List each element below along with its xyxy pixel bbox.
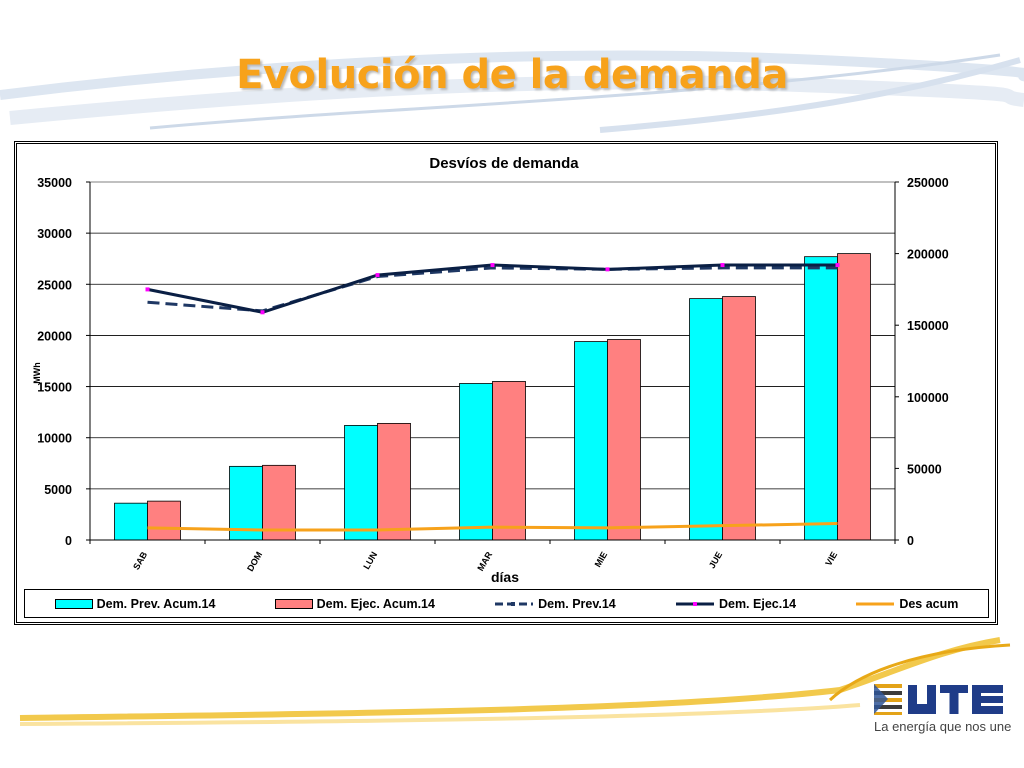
y-tick-label: 0 <box>65 534 72 548</box>
series-marker <box>145 287 150 292</box>
series-marker <box>260 310 265 315</box>
decorative-swoosh-bottom <box>19 637 1011 726</box>
legend-label: Dem. Prev. Acum.14 <box>96 596 216 611</box>
legend-swatch-cyan <box>54 598 93 609</box>
logo-tagline: La energía que nos une <box>874 719 1012 734</box>
bar-dem-ejec-acum <box>377 422 411 541</box>
bar-dem-ejec-acum <box>837 253 871 541</box>
legend-swatch-solid-line <box>675 601 714 606</box>
legend-swatch-salmon <box>274 598 313 609</box>
x-axis-label: días <box>491 569 519 585</box>
legend-label: Dem. Ejec.14 <box>718 596 797 611</box>
y-tick-label: 15000 <box>37 381 72 395</box>
legend-item-dem-prev-acum: Dem. Prev. Acum.14 <box>54 596 216 611</box>
y2-tick-label: 150000 <box>907 319 949 333</box>
legend-label: Dem. Prev.14 <box>538 596 616 611</box>
y2-tick-label: 200000 <box>907 248 949 262</box>
y2-tick-label: 50000 <box>907 462 942 476</box>
series-lines <box>145 263 840 532</box>
y-tick-label: 20000 <box>37 329 72 343</box>
bar-dem-ejec-acum <box>607 339 641 541</box>
bar-dem-ejec-acum <box>492 381 526 541</box>
series-marker <box>720 263 725 268</box>
bars <box>114 253 871 541</box>
legend-item-des-acum: Des acum <box>855 597 958 611</box>
y2-tick-label: 250000 <box>907 176 949 190</box>
legend-label: Des acum <box>899 596 959 611</box>
legend-item-dem-prev: Dem. Prev.14 <box>494 597 616 611</box>
x-tick-label: SAB <box>131 550 149 572</box>
bar-dem-prev-acum <box>574 341 608 541</box>
series-line <box>147 522 838 532</box>
bar-dem-prev-acum <box>459 383 493 541</box>
y-axis-label: MWh <box>32 362 42 384</box>
ute-logo-letters <box>908 685 1003 714</box>
x-tick-label: JUE <box>707 550 724 570</box>
y-tick-label: 5000 <box>44 483 72 497</box>
ute-logo <box>874 684 1003 715</box>
ute-logo-mark <box>874 684 902 715</box>
y2-tick-label: 0 <box>907 534 914 548</box>
series-marker <box>490 263 495 268</box>
bar-dem-ejec-acum <box>722 296 756 541</box>
legend-swatch-dashed-line <box>495 601 534 606</box>
bar-dem-prev-acum <box>804 256 838 541</box>
decorative-swoosh-top <box>0 50 1024 133</box>
legend-item-dem-ejec: Dem. Ejec.14 <box>675 597 796 611</box>
bar-dem-ejec-acum <box>147 500 181 541</box>
series-marker <box>835 263 840 268</box>
chart-legend: Dem. Prev. Acum.14 Dem. Ejec. Acum.14 De… <box>24 589 989 618</box>
bar-dem-prev-acum <box>689 298 723 541</box>
slide-title: Evolución de la demanda <box>236 52 788 98</box>
series-marker <box>605 267 610 272</box>
x-tick-label: MIE <box>593 550 610 569</box>
bar-dem-ejec-acum <box>262 464 296 541</box>
y-axis-right: 0 50000 100000 150000 200000 250000 <box>894 176 949 548</box>
y2-tick-label: 100000 <box>907 391 949 405</box>
x-tick-label: DOM <box>245 550 264 573</box>
x-tick-label: VIE <box>823 550 839 568</box>
bar-dem-prev-acum <box>114 502 148 541</box>
chart: Desvíos de demanda 0 5000 10000 15000 20000 2… <box>32 155 949 585</box>
y-tick-label: 25000 <box>37 278 72 292</box>
y-axis-left: 0 5000 10000 15000 20000 25000 30000 35000 <box>37 176 91 548</box>
y-tick-label: 35000 <box>37 176 72 190</box>
legend-item-dem-ejec-acum: Dem. Ejec. Acum.14 <box>274 596 435 611</box>
y-tick-label: 10000 <box>37 432 72 446</box>
series-marker <box>375 273 380 278</box>
y-tick-label: 30000 <box>37 227 72 241</box>
legend-swatch-orange-line <box>856 602 895 605</box>
bar-dem-prev-acum <box>344 425 378 541</box>
legend-label: Dem. Ejec. Acum.14 <box>316 596 435 611</box>
chart-title: Desvíos de demanda <box>429 155 579 172</box>
x-tick-label: LUN <box>361 550 379 571</box>
